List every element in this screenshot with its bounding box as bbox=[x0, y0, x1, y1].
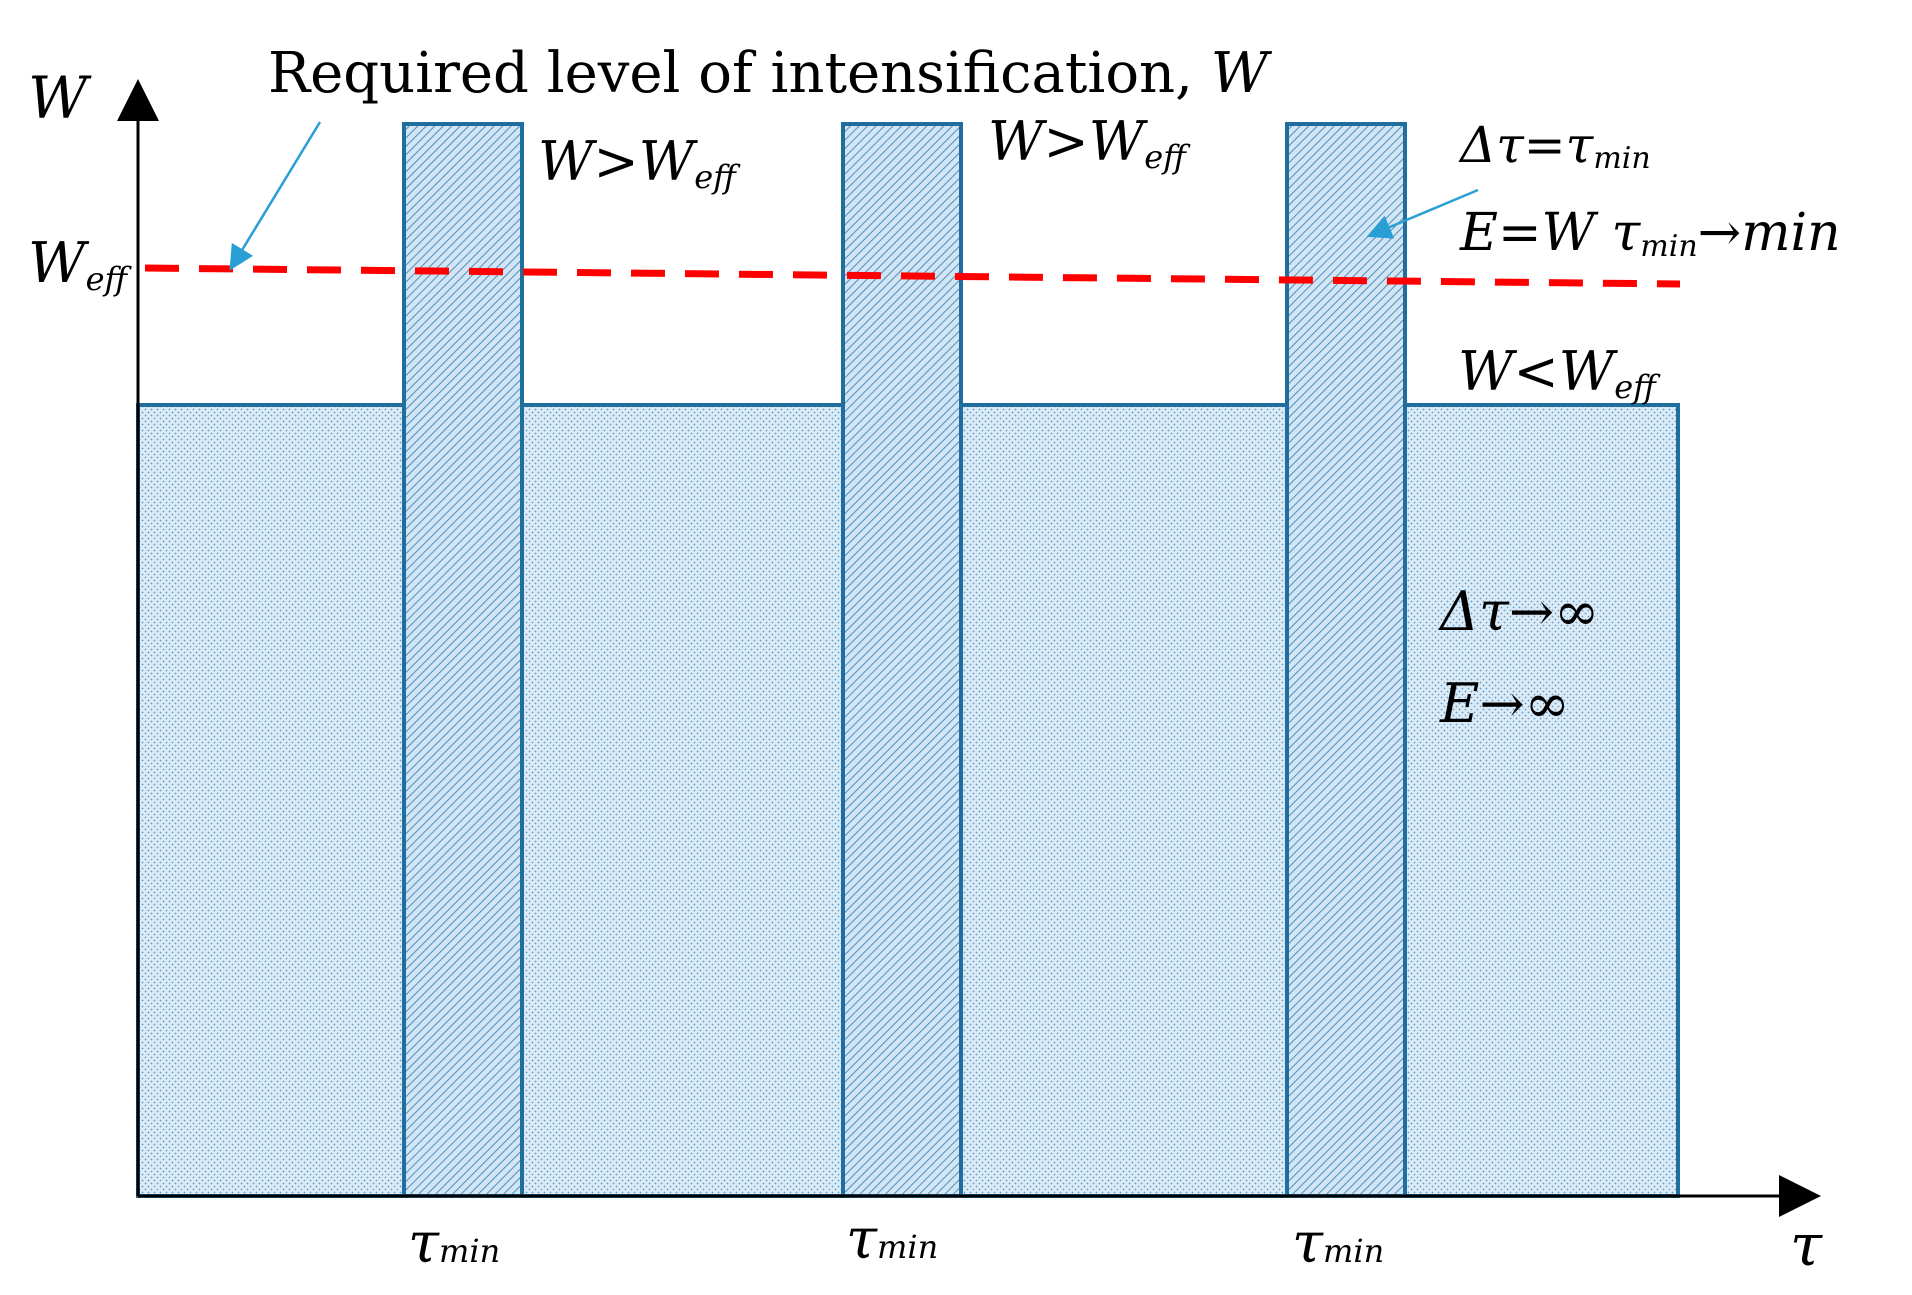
pulse-bar-3 bbox=[1285, 122, 1407, 1198]
label-w-lt-weff: W<Weff bbox=[1458, 340, 1661, 406]
diagram-title: Required level of intensification, W bbox=[268, 41, 1273, 106]
pulse-bar-2 bbox=[841, 122, 963, 1198]
tau-min-tick-3: τmin bbox=[1292, 1211, 1384, 1276]
weff-axis-label: Weff bbox=[28, 231, 133, 298]
x-axis-label: τ bbox=[1790, 1211, 1823, 1279]
pulse-bar-1 bbox=[402, 122, 524, 1198]
tau-min-tick-1: τmin bbox=[408, 1211, 500, 1276]
weff-dashed-line bbox=[144, 264, 1681, 288]
y-axis-label: W bbox=[28, 64, 92, 132]
tau-min-tick-2: τmin bbox=[846, 1207, 938, 1272]
label-w-gt-weff-2: W>Weff bbox=[988, 110, 1191, 176]
label-e-inf: E→∞ bbox=[1439, 672, 1570, 735]
pointer-arrow-title bbox=[229, 121, 322, 271]
label-dtau-inf: Δτ→∞ bbox=[1438, 580, 1599, 643]
label-energy-min: E=W τmin→min bbox=[1459, 203, 1841, 264]
pointer-arrow-energy bbox=[1366, 188, 1479, 239]
label-dtau-eq-tmin: Δτ=τmin bbox=[1458, 116, 1651, 176]
label-w-gt-weff-1: W>Weff bbox=[538, 130, 741, 196]
